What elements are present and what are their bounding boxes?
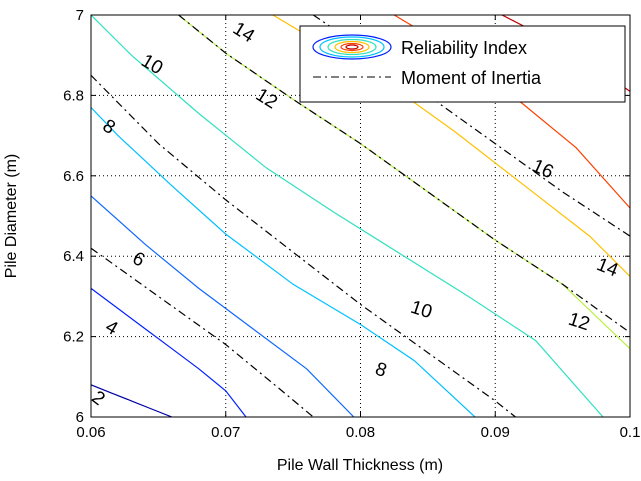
moment-of-inertia-contour <box>178 15 630 334</box>
legend-ellipse <box>334 40 370 54</box>
legend-ellipse <box>345 44 359 50</box>
x-tick-label: 0.1 <box>620 424 641 441</box>
moment-of-inertia-contour <box>312 15 630 237</box>
y-tick-label: 6.2 <box>63 329 84 346</box>
legend-ellipse <box>312 34 392 60</box>
grid <box>91 15 630 417</box>
legend: Reliability Index Moment of Inertia <box>299 25 626 103</box>
y-axis-title: Pile Diameter (m) <box>3 154 20 278</box>
y-tick-label: 6.8 <box>63 87 84 104</box>
legend-ellipse <box>340 42 364 52</box>
moment-of-inertia-contour <box>91 247 314 417</box>
y-tick-label: 7 <box>76 7 84 24</box>
y-tick-label: 6 <box>76 409 84 426</box>
y-tick-label: 6.4 <box>63 248 84 265</box>
reliability-index-contour <box>91 195 355 417</box>
reliability-index-contour <box>91 15 604 417</box>
legend-box <box>299 25 626 103</box>
reliability-index-contour <box>91 287 247 417</box>
x-tick-label: 0.06 <box>76 424 105 441</box>
y-tick-label: 6.6 <box>63 168 84 185</box>
moment-of-inertia-contour <box>91 74 516 417</box>
legend-entry-moment-of-inertia: Moment of Inertia <box>401 68 542 88</box>
x-axis-title: Pile Wall Thickness (m) <box>277 457 443 474</box>
legend-ellipse <box>327 38 377 56</box>
reliability-index-contour <box>91 107 476 417</box>
axis-ticks: 0.06 0.07 0.08 0.09 0.1 6 6.2 6.4 6.6 6.8 7 <box>63 7 640 441</box>
legend-ellipse <box>319 36 385 58</box>
legend-reliability-index-swatch <box>312 34 392 60</box>
x-tick-label: 0.07 <box>211 424 240 441</box>
x-tick-label: 0.08 <box>346 424 375 441</box>
legend-entry-reliability-index: Reliability Index <box>401 38 527 58</box>
x-tick-label: 0.09 <box>481 424 510 441</box>
reliability-index-contour <box>91 384 173 417</box>
